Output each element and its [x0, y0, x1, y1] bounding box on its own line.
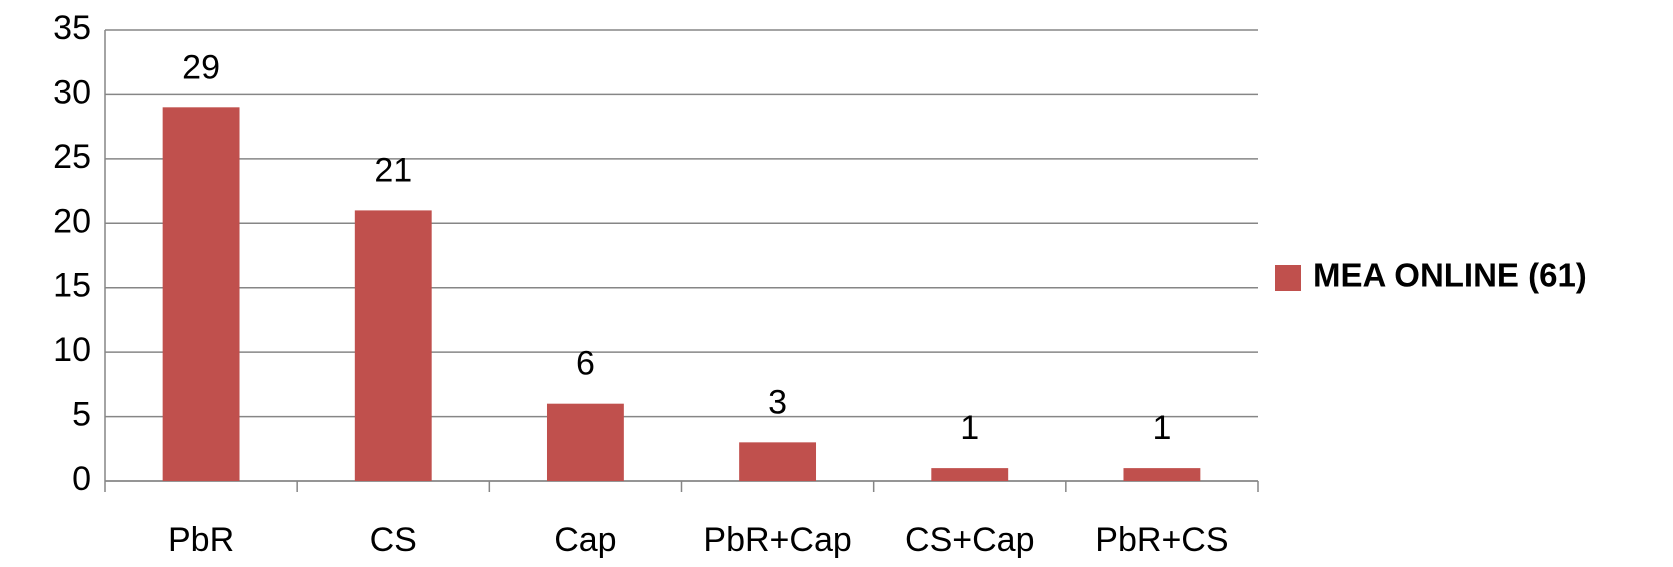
x-tick-label: CS [370, 521, 417, 559]
bar [931, 468, 1009, 481]
bar [739, 442, 817, 481]
y-tick-label: 20 [53, 202, 91, 240]
y-tick-label: 5 [72, 396, 91, 434]
bar [354, 210, 432, 481]
y-tick-label: 15 [53, 267, 91, 305]
y-tick-label: 25 [53, 138, 91, 176]
x-tick-label: PbR+Cap [703, 521, 851, 559]
x-tick-label: CS+Cap [905, 521, 1034, 559]
data-label: 21 [374, 151, 412, 189]
y-tick-label: 30 [53, 73, 91, 111]
bar [162, 107, 240, 482]
data-label: 29 [182, 48, 220, 86]
data-label: 1 [960, 409, 979, 447]
legend-swatch [1275, 265, 1301, 291]
legend-label: MEA ONLINE (61) [1313, 257, 1587, 294]
bar [1123, 468, 1201, 481]
data-label: 6 [576, 345, 595, 383]
x-tick-label: PbR [168, 521, 234, 559]
y-tick-label: 10 [53, 331, 91, 369]
bar [546, 403, 624, 481]
data-label: 3 [768, 383, 787, 421]
x-tick-label: PbR+CS [1095, 521, 1228, 559]
x-tick-label: Cap [554, 521, 616, 559]
y-tick-label: 35 [53, 9, 91, 47]
data-label: 1 [1152, 409, 1171, 447]
y-tick-label: 0 [72, 460, 91, 498]
